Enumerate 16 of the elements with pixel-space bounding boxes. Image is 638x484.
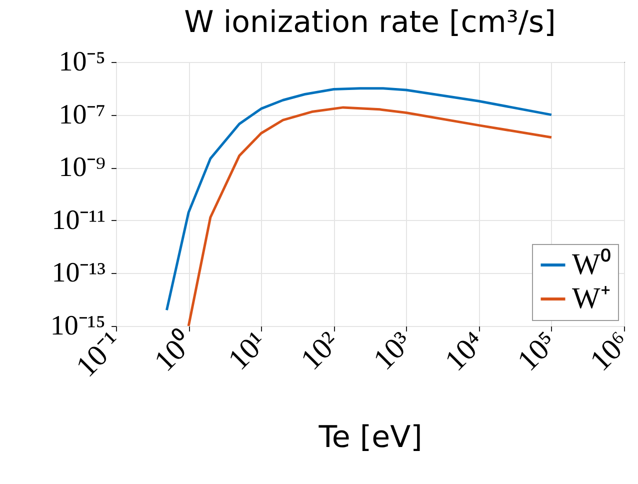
x-tick-label: 10⁶: [584, 325, 636, 378]
x-tick-label: 10⁰: [148, 325, 200, 378]
x-tick-label: 10¹: [222, 325, 273, 376]
x-tick-label: 10⁴: [438, 325, 491, 378]
x-tick-label: 10²: [294, 325, 346, 376]
legend-label: W⁺: [572, 282, 610, 315]
y-tick-label: 10⁻⁵: [58, 46, 106, 78]
legend-label: W⁰: [572, 248, 612, 281]
x-tick-label: 10⁵: [511, 325, 564, 378]
y-tick-label: 10⁻⁹: [58, 152, 106, 184]
x-axis-title: Te [eV]: [318, 420, 422, 455]
x-tick-label: 10³: [367, 325, 418, 376]
y-tick-label: 10⁻⁷: [58, 99, 106, 130]
y-tick-label: 10⁻¹¹: [52, 204, 106, 236]
chart-title: W ionization rate [cm³/s]: [184, 5, 556, 40]
y-tick-label: 10⁻¹³: [52, 258, 106, 289]
